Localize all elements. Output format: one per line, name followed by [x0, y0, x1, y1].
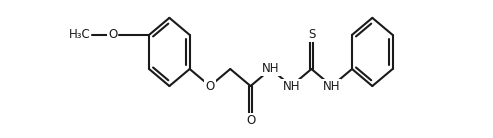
Text: H₃C: H₃C	[69, 28, 91, 41]
Text: O: O	[108, 28, 117, 41]
Text: O: O	[206, 79, 214, 93]
Text: S: S	[308, 28, 315, 41]
Text: NH: NH	[282, 79, 300, 93]
Text: NH: NH	[262, 63, 280, 75]
Text: NH: NH	[323, 79, 341, 93]
Text: O: O	[246, 114, 255, 127]
